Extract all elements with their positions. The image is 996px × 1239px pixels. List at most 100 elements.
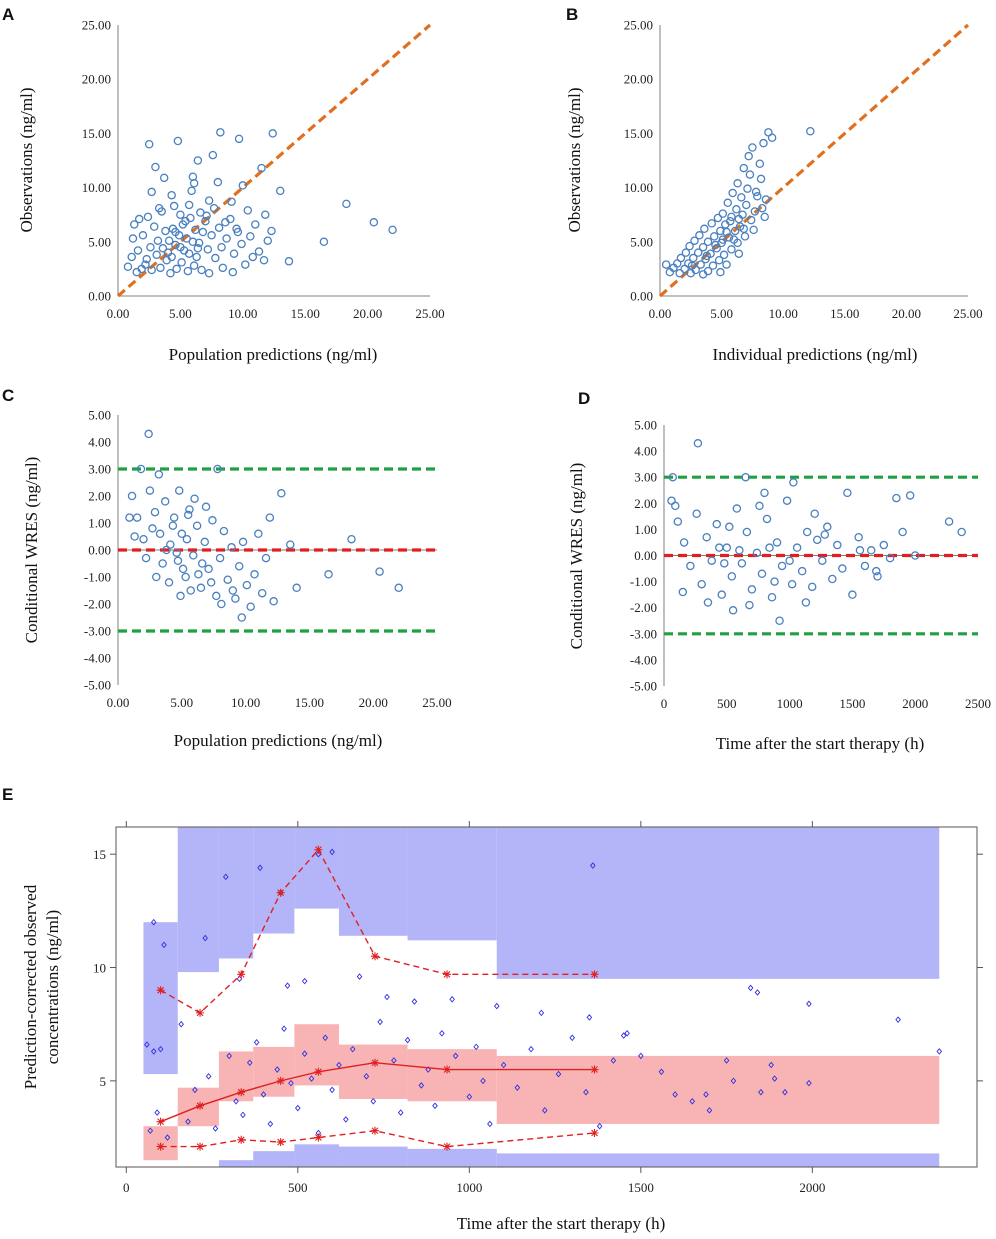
- y-tick-label: 5.00: [88, 234, 111, 249]
- data-point: [752, 548, 762, 558]
- observed-data-point: [246, 1059, 253, 1067]
- data-point: [681, 248, 691, 257]
- y-tick-label: 25.00: [82, 18, 111, 33]
- data-point: [730, 226, 740, 236]
- x-tick-label: 15.00: [291, 306, 320, 321]
- observed-data-point: [425, 1066, 431, 1073]
- observed-data-point: [658, 1068, 665, 1076]
- data-point: [703, 237, 713, 247]
- data-point: [216, 128, 225, 137]
- data-point: [757, 569, 767, 579]
- data-point: [760, 488, 769, 498]
- observed-data-point: [164, 1134, 171, 1141]
- data-point: [238, 537, 248, 547]
- data-point: [741, 472, 750, 482]
- data-point: [268, 129, 278, 138]
- data-point: [727, 245, 736, 254]
- panel-e: E Time after the start therapy (h) Predi…: [2, 785, 983, 1233]
- observed-data-point: [895, 1016, 901, 1023]
- lower-prediction-interval-band: [253, 1151, 295, 1167]
- data-point: [261, 210, 270, 219]
- data-point: [369, 218, 379, 227]
- x-tick-label: 500: [288, 1180, 308, 1195]
- observed-data-point: [723, 1057, 730, 1064]
- data-point: [169, 513, 179, 522]
- data-point: [690, 236, 699, 245]
- data-point: [661, 260, 671, 269]
- data-point: [254, 247, 264, 256]
- y-tick-label: 5.00: [88, 408, 111, 423]
- data-point: [838, 564, 847, 573]
- data-point: [183, 510, 193, 520]
- data-point: [169, 201, 179, 211]
- data-point: [158, 244, 168, 253]
- y-tick-label: 0.00: [88, 543, 111, 558]
- panel-c-plot-area: 0.00 5.00 10.00 15.00 20.00 25.00 -5.00 -4.00 -3…: [84, 408, 452, 711]
- data-point: [183, 266, 193, 276]
- y-tick-label: 15.00: [82, 126, 111, 141]
- data-point: [228, 267, 238, 277]
- data-point: [785, 556, 794, 565]
- data-point: [810, 509, 819, 518]
- data-point: [176, 242, 185, 252]
- data-point: [188, 237, 198, 247]
- observed-data-point: [672, 1091, 678, 1098]
- x-tick-label: 1000: [777, 696, 803, 711]
- data-point: [251, 220, 260, 229]
- observed-5th-percentile-line-marker: [443, 1142, 452, 1151]
- data-point: [843, 488, 852, 498]
- data-point: [722, 260, 731, 269]
- data-point: [167, 190, 176, 200]
- data-point: [892, 493, 901, 503]
- median-prediction-interval-band: [496, 1055, 940, 1124]
- data-point: [818, 556, 827, 565]
- upper-prediction-interval-band: [218, 827, 254, 959]
- observed-data-point: [222, 873, 229, 881]
- data-point: [668, 472, 678, 482]
- y-tick-label: 4.00: [634, 444, 657, 459]
- observed-data-point: [212, 1125, 219, 1132]
- data-point: [675, 268, 684, 278]
- data-point: [145, 486, 155, 495]
- data-point: [176, 210, 185, 219]
- observed-5th-percentile-line-marker: [370, 1126, 379, 1135]
- data-point: [200, 537, 210, 547]
- data-point: [218, 263, 228, 273]
- data-point: [227, 197, 236, 206]
- x-tick-label: 5.00: [170, 695, 193, 710]
- data-point: [347, 534, 356, 544]
- observed-data-point: [308, 1075, 315, 1082]
- y-tick-label: -4.00: [84, 651, 111, 666]
- upper-prediction-interval-band: [407, 827, 497, 941]
- data-point: [209, 203, 219, 213]
- observed-data-point: [150, 918, 157, 926]
- data-point: [257, 588, 267, 598]
- data-point: [728, 188, 737, 198]
- data-point: [854, 532, 863, 542]
- observed-data-point: [154, 1109, 160, 1116]
- data-point: [775, 616, 784, 626]
- data-point: [204, 268, 214, 278]
- panel-d-y-axis-title: Conditional WRES (ng/ml): [567, 463, 586, 650]
- data-point: [770, 577, 779, 586]
- observed-data-point: [384, 993, 390, 1001]
- data-point: [394, 583, 403, 593]
- data-point: [324, 570, 333, 579]
- panel-e-y-axis-title-line-1: Prediction-corrected observed: [21, 884, 40, 1089]
- y-tick-label: 2.00: [88, 489, 111, 504]
- data-point: [715, 543, 724, 552]
- observed-data-point: [466, 1093, 473, 1101]
- observed-data-point: [624, 1029, 630, 1037]
- data-point: [151, 162, 160, 172]
- data-point: [718, 209, 728, 218]
- data-point: [823, 522, 832, 532]
- data-point: [717, 590, 727, 599]
- data-point: [275, 186, 285, 196]
- data-point: [222, 234, 231, 243]
- data-point: [712, 519, 722, 529]
- data-point: [700, 224, 709, 234]
- observed-data-point: [370, 1097, 377, 1105]
- data-point: [189, 261, 199, 270]
- data-point: [130, 532, 139, 541]
- y-tick-label: -1.00: [84, 570, 111, 585]
